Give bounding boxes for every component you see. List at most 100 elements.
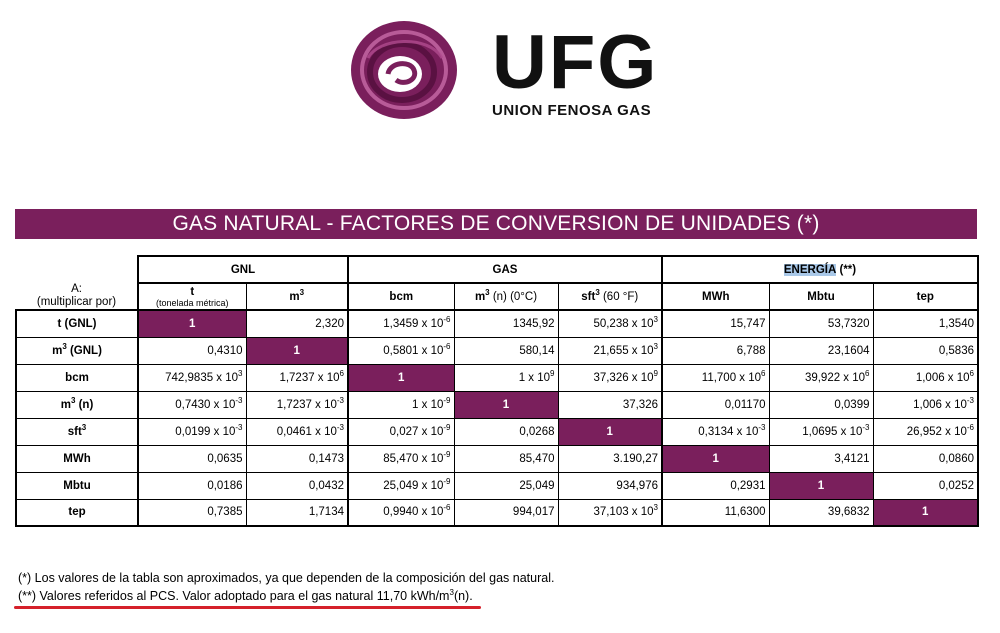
cell-value: 0,5801 x 10 [383,344,444,357]
cell-exponent: -9 [443,395,451,405]
table-cell: 0,01170 [661,390,770,419]
cell-value: 25,049 [519,479,555,492]
table-cell: 1,7134 [245,498,349,527]
diagonal-cell: 1 [661,444,770,473]
row-header-label: m [60,398,71,411]
table-cell: 85,470 [453,444,559,473]
table-cell: 37,103 x 103 [557,498,663,527]
table-cell: 2,320 [245,309,349,338]
cell-value: 37,326 [622,398,658,411]
table-row: m3 (GNL) 0,4310 1 0,5801 x 10-6 580,14 21,655… [15,336,979,365]
cell-value: 85,470 [519,452,555,465]
conversion-table: GNL GAS ENERGÍA (**) A: (multiplicar por)… [15,255,979,527]
cell-value: 580,14 [519,344,555,357]
diagonal-cell: 1 [557,417,663,446]
diagonal-cell: 1 [768,471,874,500]
cell-exponent: -6 [443,503,451,513]
cell-exponent: -6 [443,341,451,351]
table-cell: 25,049 x 10-9 [347,471,455,500]
cell-value: 1 [189,317,196,330]
col-t-sub: (tonelada métrica) [155,297,229,308]
col-sft3-sup: 3 [595,287,600,297]
table-cell: 1345,92 [453,309,559,338]
row-header-label: Mbtu [63,479,91,492]
table-row: MWh 0,0635 0,1473 85,470 x 10-9 85,470 3.190,… [15,444,979,473]
group-energia: ENERGÍA (**) [661,255,979,284]
table-cell: 1,3459 x 10-6 [347,309,455,338]
col-sft3: sft3 (60 °F) [557,282,663,311]
table-cell: 0,5801 x 10-6 [347,336,455,365]
diagonal-cell: 1 [347,363,455,392]
col-m3-sup: 3 [299,287,305,297]
group-energia-label: ENERGÍA [783,263,837,276]
group-gnl: GNL [137,255,349,284]
table-cell: 0,0399 [768,390,874,419]
cell-value: 0,5836 [938,344,974,357]
col-m3: m3 [245,282,349,311]
cell-value: 0,2931 [730,479,766,492]
logo-subtitle: UNION FENOSA GAS [492,102,652,119]
table-cell: 39,6832 [768,498,874,527]
company-logo: UFG UNION FENOSA GAS [348,18,668,128]
cell-value: 1 x 10 [412,398,444,411]
table-cell: 50,238 x 103 [557,309,663,338]
table-cell: 1 x 10-9 [347,390,455,419]
cell-value: 26,952 x 10 [906,425,967,438]
table-cell: 0,3134 x 10-3 [661,417,770,446]
cell-exponent: 3 [653,503,658,513]
table-cell: 1,7237 x 10-3 [245,390,349,419]
cell-exponent: -9 [443,422,451,432]
row-header: sft3 [15,417,139,446]
table-cell: 0,7430 x 10-3 [137,390,247,419]
table-title: GAS NATURAL - FACTORES DE CONVERSION DE … [15,209,977,239]
cell-value: 1,3540 [938,317,974,330]
cell-value: 0,0268 [519,425,555,438]
table-cell: 3,4121 [768,444,874,473]
corner-blank [16,256,138,283]
cell-exponent: 6 [761,368,766,378]
col-t-label: t [190,285,195,298]
corner-line1: A: [71,283,82,295]
row-header: m3 (n) [15,390,139,419]
cell-value: 3,4121 [834,452,870,465]
diagonal-cell: 1 [137,309,247,338]
logo-text: UFG UNION FENOSA GAS [492,25,658,120]
row-header-label: sft [67,425,82,438]
cell-exponent: -3 [758,422,766,432]
table-cell: 0,027 x 10-9 [347,417,455,446]
cell-value: 1,006 x 10 [913,398,967,411]
table-cell: 1 x 109 [453,363,559,392]
cell-value: 1,3459 x 10 [383,317,444,330]
diagonal-cell: 1 [245,336,349,365]
table-row: m3 (n) 0,7430 x 10-3 1,7237 x 10-3 1 x 10-9… [15,390,979,419]
cell-exponent: -3 [336,422,344,432]
cell-value: 25,049 x 10 [383,479,444,492]
cell-exponent: -3 [862,422,870,432]
row-header-label: m [52,344,63,357]
group-gas: GAS [347,255,663,284]
col-m3n-sup: 3 [485,287,490,297]
table-cell: 85,470 x 10-9 [347,444,455,473]
table-cell: 1,0695 x 10-3 [768,417,874,446]
table-row: t (GNL) 1 2,320 1,3459 x 10-6 1345,92 50,238 … [15,309,979,338]
red-underline [14,606,481,609]
cell-value: 0,9940 x 10 [383,506,444,519]
row-header-suffix: (n) [75,398,94,411]
footnote-2-sup: 3 [449,587,454,597]
col-sft3-label: sft [581,290,596,303]
corner-label: A: (multiplicar por) [16,283,138,310]
table-cell: 6,788 [661,336,770,365]
cell-value: 85,470 x 10 [383,452,444,465]
table-row: sft3 0,0199 x 10-3 0,0461 x 10-3 0,027 x 10… [15,417,979,446]
cell-value: 1 [606,425,613,438]
cell-value: 3.190,27 [613,452,658,465]
col-m3n-label: m [474,290,486,303]
unit-header-row: A: (multiplicar por) t (tonelada métrica) … [16,282,979,311]
table-cell: 1,7237 x 106 [245,363,349,392]
cell-exponent: 6 [865,368,870,378]
cell-value: 23,1604 [827,344,870,357]
cell-exponent: 9 [653,368,658,378]
cell-value: 1,0695 x 10 [802,425,863,438]
table-cell: 934,976 [557,471,663,500]
row-header-sup: 3 [62,341,67,351]
